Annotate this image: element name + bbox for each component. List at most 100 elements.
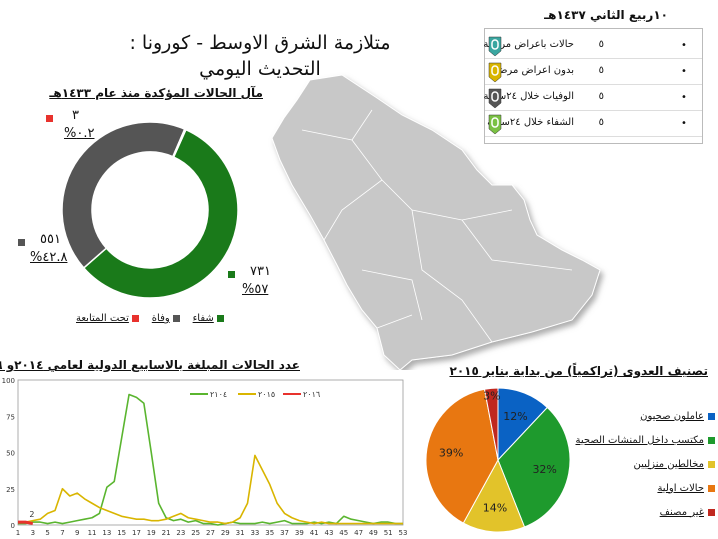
deaths-marker [18,239,25,246]
report-date: ١٠ربيع الثاني ١٤٣٧هـ [544,8,668,22]
legend-swatch [708,484,715,492]
x-tick-label: 29 [221,529,230,537]
recovered-pct: %٥٧ [242,282,269,297]
row-divider [485,58,702,59]
x-tick-label: 7 [60,529,64,537]
status-row: • بدون اعراض مرضية ٥ [485,59,702,85]
x-tick-label: 37 [280,529,289,537]
legend-swatch [708,436,715,444]
row-divider [485,84,702,85]
gray-pin-icon [488,88,502,109]
pie-data-label: 12% [503,410,527,423]
donut-legend: شفاء وفاة تحت المتابعة [76,313,224,324]
row-divider [485,136,702,137]
legend-label: ٢١٠٤ [210,390,227,399]
x-tick-label: 15 [117,529,126,537]
x-tick-label: 27 [206,529,215,537]
legend-followup: تحت المتابعة [76,313,140,324]
legend-label: ٢٠١٥ [258,390,275,399]
bullet-icon: • [681,92,687,103]
x-tick-label: 41 [310,529,319,537]
yellow-pin-icon [488,62,502,83]
deaths-label: ٥٥١ %٤٢.٨ [18,232,67,265]
pie-data-label: 39% [439,447,463,460]
pie-slice [462,458,526,533]
pie-slice [425,388,499,524]
x-tick-label: 43 [325,529,334,537]
x-tick-label: 31 [236,529,245,537]
x-tick-label: 13 [102,529,111,537]
legend-recovered: شفاء [193,313,224,324]
pie-data-label: 32% [532,463,556,476]
followup-count: ٣ [72,108,79,123]
status-value: ٥ [598,117,604,128]
map-shape [271,74,601,370]
pie-legend-item: حالات اولية [575,476,715,500]
y-tick-label: 25 [6,486,15,494]
legend-label: مخالطين منزليين [633,458,704,470]
pie-legend-item: عاملون صحيون [575,404,715,428]
region-borders [301,109,573,343]
recovered-label: ٧٣١ %٥٧ [228,264,271,297]
status-label: بدون اعراض مرضية [490,65,574,76]
deaths-count: ٥٥١ [40,232,61,247]
y-tick-label: 100 [2,377,15,385]
bullet-icon: • [681,66,687,77]
series-line-1 [18,454,403,525]
x-tick-label: 3 [31,529,35,537]
legend-label: مكتسب داخل المنشات الصحية [575,434,705,446]
series-line-0 [18,393,403,526]
recovered-marker [228,271,235,278]
x-tick-label: 19 [147,529,156,537]
y-tick-label: 50 [6,450,15,458]
donut-slice-recovered [82,128,239,299]
pie-legend-item: مخالطين منزليين [575,452,715,476]
status-row: •الوفيات خلال ٢٤ساعة٥ [483,85,702,111]
donut-slice-followup [171,128,187,159]
followup-marker [46,115,53,122]
pie-legend-item: مكتسب داخل المنشات الصحية [575,428,715,452]
deaths-pct: %٤٢.٨ [30,250,68,265]
legend-deaths: وفاة [152,313,180,324]
status-value: ٥ [598,39,604,50]
legend-swatch [708,508,715,516]
pie-data-label: 3% [483,389,500,402]
pie-legend: عاملون صحيون مكتسب داخل المنشات الصحية مخا… [575,404,715,524]
saudi-map [271,74,601,370]
line-chart-title: عدد الحالات المبلغة بالاسابيع الدولية لع… [0,358,300,372]
page-title: متلازمة الشرق الاوسط - كورونا : التحديث … [110,30,410,82]
x-tick-label: 9 [75,529,79,537]
status-value: ٥ [598,65,604,76]
title-line-1: متلازمة الشرق الاوسط - كورونا : [129,32,391,54]
x-tick-label: 51 [384,529,393,537]
pie-slice [483,387,499,461]
legend-swatch [708,460,715,468]
x-tick-label: 47 [354,529,363,537]
donut-slice-deaths [61,121,186,269]
status-value: ٥ [598,91,604,102]
row-divider [485,110,702,111]
title-line-2: التحديث اليومي [199,58,321,80]
status-box: • حالات باعراض مرضية ٥ • بدون اعراض مرضية ٥ • ا… [483,28,703,144]
legend-label: حالات اولية [657,482,704,494]
followup-pct: %٠.٢ [64,126,95,141]
x-tick-label: 33 [250,529,259,537]
x-tick-label: 17 [132,529,141,537]
pie-legend-item: غير مصنف [575,500,715,524]
legend-label: غير مصنف [659,506,704,518]
series-line-2 [18,520,34,526]
donut-title: مآل الحالات المؤكدة منذ عام ١٤٣٣هـ [49,86,263,100]
green-pin-icon [488,114,502,135]
x-tick-label: 11 [88,529,97,537]
y-tick-label: 75 [6,413,15,421]
pie-title: تصنيف العدوى (تراكمياً) من بداية يناير ٢… [449,364,709,378]
followup-label: ٣ %٠.٢ [46,108,94,141]
status-label: حالات باعراض مرضية [483,39,574,50]
data-annotation: 2 [29,510,34,519]
pie-slice [497,406,571,528]
legend-label: عاملون صحيون [640,410,704,422]
x-tick-label: 45 [339,529,348,537]
x-tick-label: 21 [162,529,171,537]
status-row: •الشفاء خلال ٢٤ساعة٥ [485,111,702,137]
